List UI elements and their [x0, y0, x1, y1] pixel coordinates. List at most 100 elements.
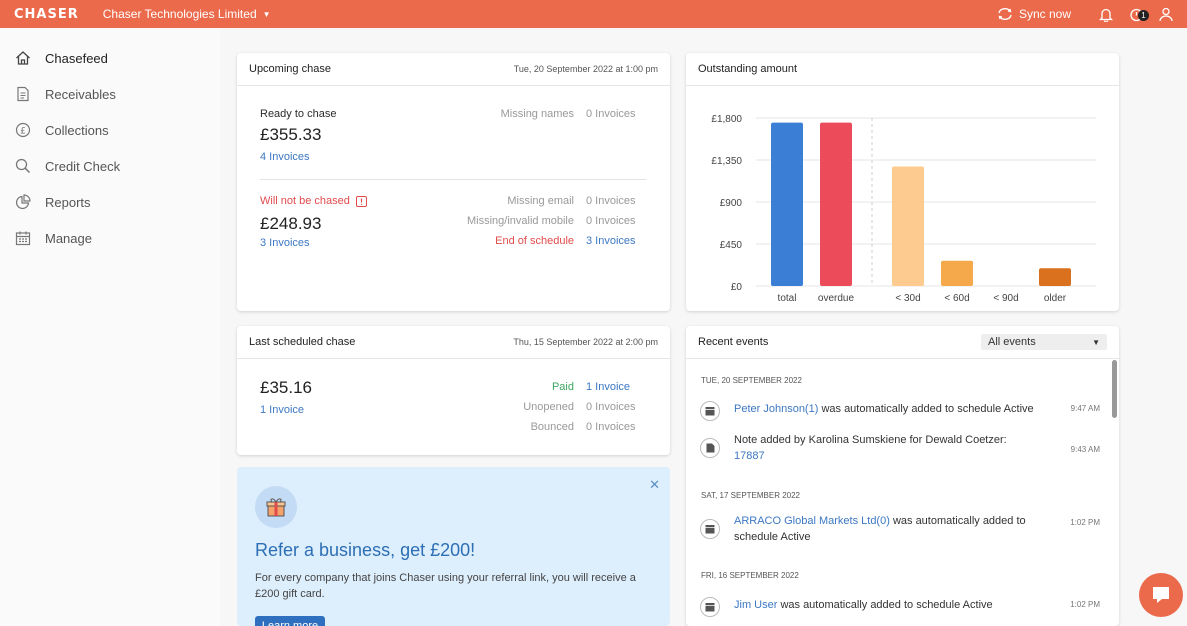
bounced-value: 0 Invoices: [586, 421, 636, 433]
recent-events-card: Recent events All events ▼ Tue, 20 Septe…: [686, 326, 1119, 626]
chevron-down-icon: ▼: [262, 9, 271, 19]
x-tick-label: < 60d: [944, 293, 969, 304]
unopened-row: Unopened 0 Invoices: [523, 397, 646, 417]
exclusion-reasons: Missing email 0 Invoices Missing/invalid…: [467, 191, 646, 251]
bar: [771, 122, 803, 286]
ready-to-chase-amount: £355.33: [260, 125, 322, 144]
sync-now-button[interactable]: Sync now: [997, 7, 1071, 21]
sidebar-item-label: Receivables: [45, 86, 116, 102]
event-text: was automatically added to schedule Acti…: [734, 515, 1026, 543]
event-contact-link[interactable]: Jim User: [734, 599, 778, 611]
event-contact-link[interactable]: ARRACO Global Markets Ltd(0): [734, 515, 890, 527]
scrollbar[interactable]: [1112, 360, 1117, 418]
pie-chart-icon: [15, 194, 31, 210]
calendar-icon: [700, 597, 720, 617]
event-text: was automatically added to schedule Acti…: [777, 599, 993, 611]
ready-invoices-link[interactable]: 4 Invoices: [260, 151, 310, 163]
missing-email-value: 0 Invoices: [586, 195, 636, 207]
caret-down-icon: ▼: [1092, 337, 1100, 347]
missing-names-row: Missing names 0 Invoices: [501, 104, 646, 124]
end-of-schedule-value[interactable]: 3 Invoices: [586, 235, 636, 247]
event-item: Jim User was automatically added to sche…: [700, 597, 1100, 617]
sidebar-item-receivables[interactable]: Receivables: [0, 76, 220, 112]
y-tick-label: £0: [731, 282, 743, 293]
x-tick-label: < 90d: [993, 293, 1018, 304]
bar: [820, 122, 852, 286]
event-text: was automatically added to schedule Acti…: [818, 403, 1034, 415]
unopened-value: 0 Invoices: [586, 401, 636, 413]
events-filter-value: All events: [988, 336, 1036, 348]
brand-logo[interactable]: CHASER: [14, 6, 79, 22]
end-of-schedule-row: End of schedule 3 Invoices: [467, 231, 646, 251]
divider: [260, 179, 646, 180]
bounced-label: Bounced: [530, 421, 574, 433]
user-menu-button[interactable]: [1151, 7, 1181, 22]
last-chase-title: Last scheduled chase: [249, 336, 356, 348]
last-chase-status: Paid 1 Invoice Unopened 0 Invoices Bounc…: [523, 377, 646, 437]
referral-title: Refer a business, get £200!: [255, 540, 476, 560]
bell-icon: [1099, 8, 1113, 22]
missing-names-label: Missing names: [500, 108, 574, 120]
notifications-button[interactable]: [1091, 7, 1121, 22]
bar: [941, 260, 973, 286]
last-chase-invoices-link[interactable]: 1 Invoice: [260, 404, 305, 416]
events-filter-select[interactable]: All events ▼: [981, 334, 1107, 350]
sidebar-item-chasefeed[interactable]: Chasefeed: [0, 40, 220, 76]
missing-mobile-value: 0 Invoices: [586, 215, 636, 227]
chat-bubble-icon: [1153, 587, 1169, 603]
recent-events-title: Recent events: [698, 336, 769, 348]
sidebar-item-manage[interactable]: Manage: [0, 220, 220, 256]
event-text: Note added by Karolina Sumskiene for Dew…: [734, 434, 1007, 446]
event-invoice-link[interactable]: 17887: [734, 450, 765, 462]
gift-icon: [255, 486, 297, 528]
learn-more-button[interactable]: Learn more: [255, 616, 325, 626]
event-time: 1:02 PM: [1070, 600, 1100, 609]
close-icon[interactable]: ✕: [649, 477, 660, 492]
x-tick-label: total: [778, 293, 797, 304]
missing-mobile-label: Missing/invalid mobile: [467, 215, 574, 227]
sidebar-item-label: Collections: [45, 122, 109, 138]
paid-value[interactable]: 1 Invoice: [586, 381, 631, 393]
user-icon: [1159, 7, 1173, 21]
event-item: Note added by Karolina Sumskiene for Dew…: [700, 432, 1100, 464]
event-time: 1:02 PM: [1070, 518, 1100, 527]
event-time: 9:47 AM: [1070, 404, 1100, 413]
missing-names-value: 0 Invoices: [586, 108, 636, 120]
day-header: Tue, 20 September 2022: [701, 376, 802, 385]
sidebar-item-collections[interactable]: £ Collections: [0, 112, 220, 148]
end-of-schedule-label: End of schedule: [495, 235, 574, 247]
missing-email-label: Missing email: [507, 195, 574, 207]
sidebar-item-reports[interactable]: Reports: [0, 184, 220, 220]
event-item: ARRACO Global Markets Ltd(0) was automat…: [700, 513, 1100, 545]
outstanding-amount-title: Outstanding amount: [698, 63, 798, 75]
referral-text: For every company that joins Chaser usin…: [255, 572, 636, 600]
svg-text:£: £: [20, 127, 26, 137]
chat-widget-button[interactable]: [1139, 573, 1183, 617]
warning-icon[interactable]: [355, 195, 367, 207]
x-tick-label: overdue: [818, 293, 855, 304]
note-icon: [700, 438, 720, 458]
will-not-be-chased-text: Will not be chased: [260, 195, 350, 207]
company-switcher[interactable]: Chaser Technologies Limited ▼: [103, 7, 271, 21]
pound-coin-icon: £: [15, 122, 31, 138]
sidebar-item-label: Chasefeed: [45, 50, 108, 66]
sync-now-label: Sync now: [1018, 7, 1071, 21]
calendar-icon: [15, 231, 31, 246]
sidebar-item-label: Manage: [45, 230, 92, 246]
sidebar-item-label: Credit Check: [45, 158, 121, 174]
x-tick-label: < 30d: [895, 293, 920, 304]
sidebar-item-credit-check[interactable]: Credit Check: [0, 148, 220, 184]
event-contact-link[interactable]: Peter Johnson(1): [734, 403, 819, 415]
alerts-button[interactable]: 1: [1121, 7, 1151, 22]
not-chased-amount: £248.93: [260, 214, 322, 233]
ready-to-chase-label: Ready to chase: [260, 108, 337, 120]
last-chase-amount: £35.16: [260, 378, 312, 397]
search-icon: [15, 158, 31, 174]
not-chased-invoices-link[interactable]: 3 Invoices: [260, 237, 310, 249]
bounced-row: Bounced 0 Invoices: [523, 417, 646, 437]
upcoming-chase-card: Upcoming chase Tue, 20 September 2022 at…: [237, 53, 670, 311]
outstanding-amount-card: Outstanding amount £0 £450 £900 £1,350 £1,80…: [686, 53, 1119, 311]
referral-banner: ✕ Refer a business, get £200! For every …: [237, 467, 670, 626]
top-bar: CHASER Chaser Technologies Limited ▼ Syn…: [0, 0, 1187, 28]
calendar-icon: [700, 401, 720, 421]
